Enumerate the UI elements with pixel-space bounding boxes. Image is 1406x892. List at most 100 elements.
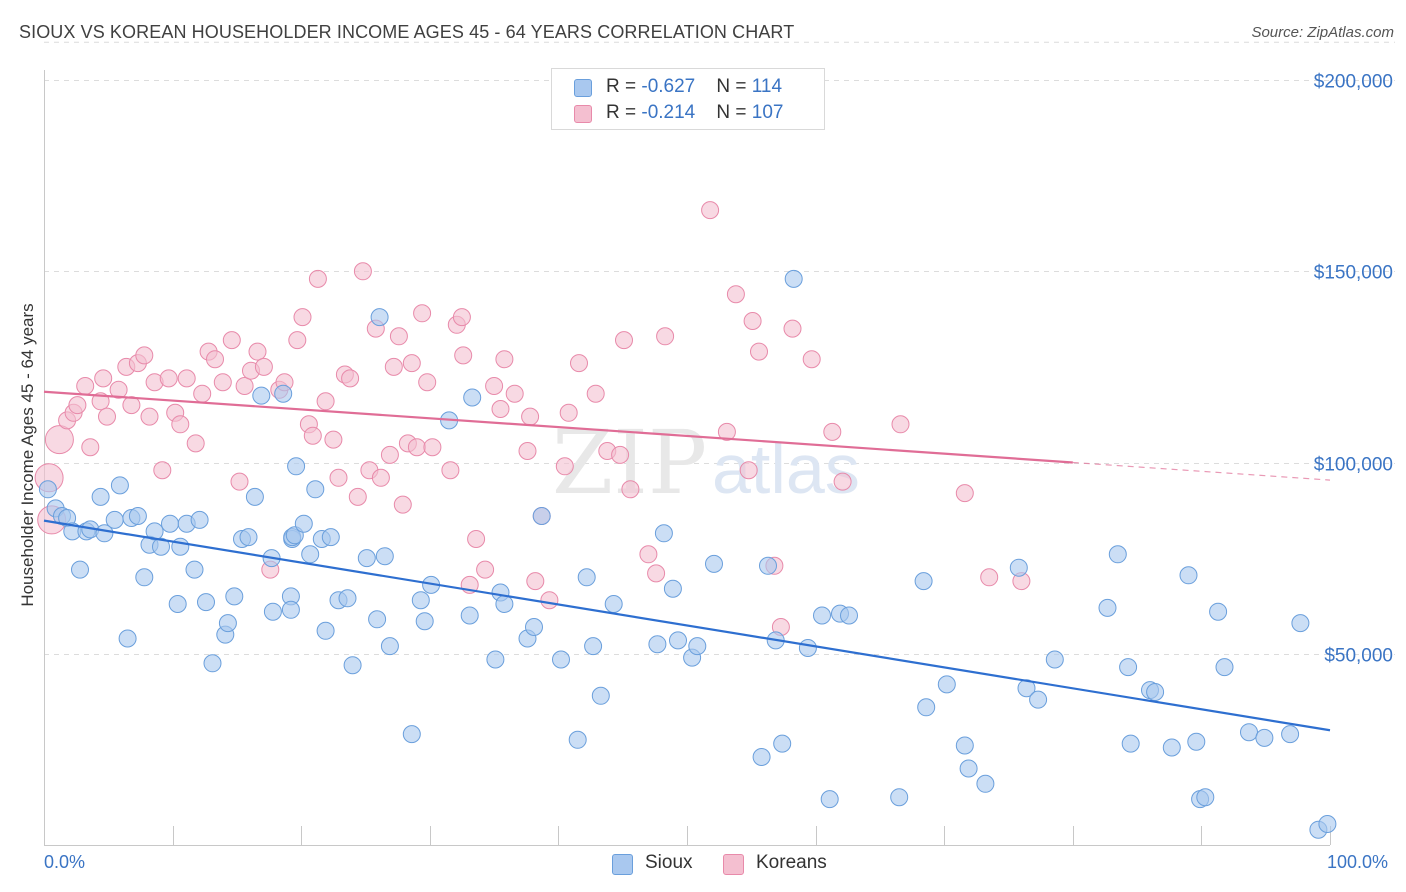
sioux-point — [294, 514, 313, 533]
koreans-point — [526, 572, 545, 591]
koreans-point — [109, 380, 128, 399]
chart-title: SIOUX VS KOREAN HOUSEHOLDER INCOME AGES … — [19, 22, 795, 42]
koreans-point — [750, 342, 768, 361]
koreans-point — [476, 560, 495, 579]
koreans-point — [407, 438, 426, 457]
koreans-point — [159, 369, 178, 388]
sioux-point — [168, 595, 187, 613]
koreans-point — [980, 568, 999, 587]
sioux-point — [591, 686, 610, 705]
koreans-point — [371, 468, 390, 487]
sioux-point — [171, 537, 190, 556]
koreans-point — [491, 400, 510, 418]
koreans-point — [467, 530, 486, 548]
sioux-point — [959, 759, 978, 778]
n-label: N = — [716, 76, 752, 97]
sioux-point — [239, 528, 258, 547]
sioux-point — [306, 480, 325, 499]
n-value: 107 — [751, 102, 784, 123]
sioux-swatch — [574, 79, 592, 97]
sioux-point — [669, 631, 687, 650]
sioux-point — [1121, 734, 1140, 753]
koreans-point — [308, 269, 327, 288]
koreans-point — [823, 422, 842, 441]
sioux-point — [798, 639, 817, 657]
koreans-point — [701, 201, 720, 220]
koreans-point — [518, 442, 537, 460]
sioux-point — [648, 635, 667, 654]
sioux-point — [1240, 723, 1258, 742]
correlation-legend: R = -0.627 N = 114 R = -0.214 N = 107 — [551, 68, 825, 130]
koreans-point — [441, 461, 460, 480]
sioux-point — [568, 730, 587, 749]
r-value: -0.214 — [641, 102, 696, 123]
sioux-point — [316, 621, 335, 640]
sioux-point — [281, 600, 300, 619]
sioux-point — [1098, 598, 1117, 617]
sioux-point — [1119, 658, 1138, 677]
sioux-point — [604, 595, 623, 613]
sioux-point — [135, 568, 154, 587]
sioux-point — [460, 606, 479, 625]
koreans-point — [81, 438, 100, 457]
legend-row-sioux-text: R = -0.627 N = 114 — [606, 76, 782, 98]
n-value: 114 — [751, 76, 783, 97]
koreans-point — [222, 331, 241, 350]
koreans-point — [44, 425, 74, 455]
sioux-point — [118, 629, 137, 648]
sioux-point — [263, 602, 282, 621]
sioux-point — [1318, 815, 1337, 833]
koreans-point — [303, 426, 322, 445]
y-tick-label: $150,000 — [1314, 263, 1393, 284]
sioux-point — [773, 734, 792, 753]
koreans-legend-label: Koreans — [756, 852, 827, 873]
y-tick-label: $50,000 — [1324, 646, 1393, 667]
koreans-point — [570, 354, 588, 373]
koreans-point — [717, 422, 736, 441]
chart-source: Source: ZipAtlas.com — [1251, 24, 1394, 41]
koreans-point — [955, 484, 974, 503]
koreans-point — [413, 304, 432, 323]
sioux-point — [357, 549, 376, 568]
sioux-point — [1179, 566, 1198, 585]
sioux-point — [495, 595, 514, 613]
legend-row-koreans-text: R = -0.214 N = 107 — [606, 102, 783, 124]
sioux-point — [370, 308, 389, 327]
sioux-point — [1146, 683, 1165, 701]
n-label: N = — [716, 102, 752, 123]
sioux-point — [1215, 658, 1234, 677]
sioux-point — [368, 610, 387, 629]
koreans-point — [452, 308, 471, 327]
koreans-point — [802, 350, 821, 369]
sioux-point — [152, 537, 170, 556]
koreans-point — [423, 438, 442, 457]
sioux-point — [197, 593, 215, 612]
sioux-point — [937, 675, 956, 694]
sioux-point — [38, 480, 57, 499]
sioux-point — [976, 774, 995, 793]
koreans-point — [68, 396, 87, 415]
koreans-point — [348, 487, 367, 506]
sioux-point — [218, 614, 237, 633]
sioux-point — [321, 528, 340, 547]
koreans-point — [540, 591, 559, 610]
sioux-point — [1291, 614, 1310, 633]
koreans-point — [248, 342, 267, 361]
sioux-point — [415, 612, 434, 631]
sioux-point — [752, 748, 771, 766]
koreans-point — [293, 308, 312, 327]
koreans-point — [621, 480, 640, 499]
koreans-point — [389, 327, 408, 346]
sioux-point — [71, 560, 89, 579]
sioux-point — [584, 637, 603, 656]
sioux-point — [1196, 788, 1215, 807]
sioux-point — [1187, 732, 1206, 751]
sioux-point — [287, 457, 306, 476]
koreans-point — [743, 312, 762, 330]
trend-lines — [43, 390, 1331, 732]
koreans-point — [393, 495, 412, 514]
koreans-point — [213, 373, 232, 392]
koreans-point — [186, 434, 205, 453]
sioux-point — [917, 698, 936, 717]
